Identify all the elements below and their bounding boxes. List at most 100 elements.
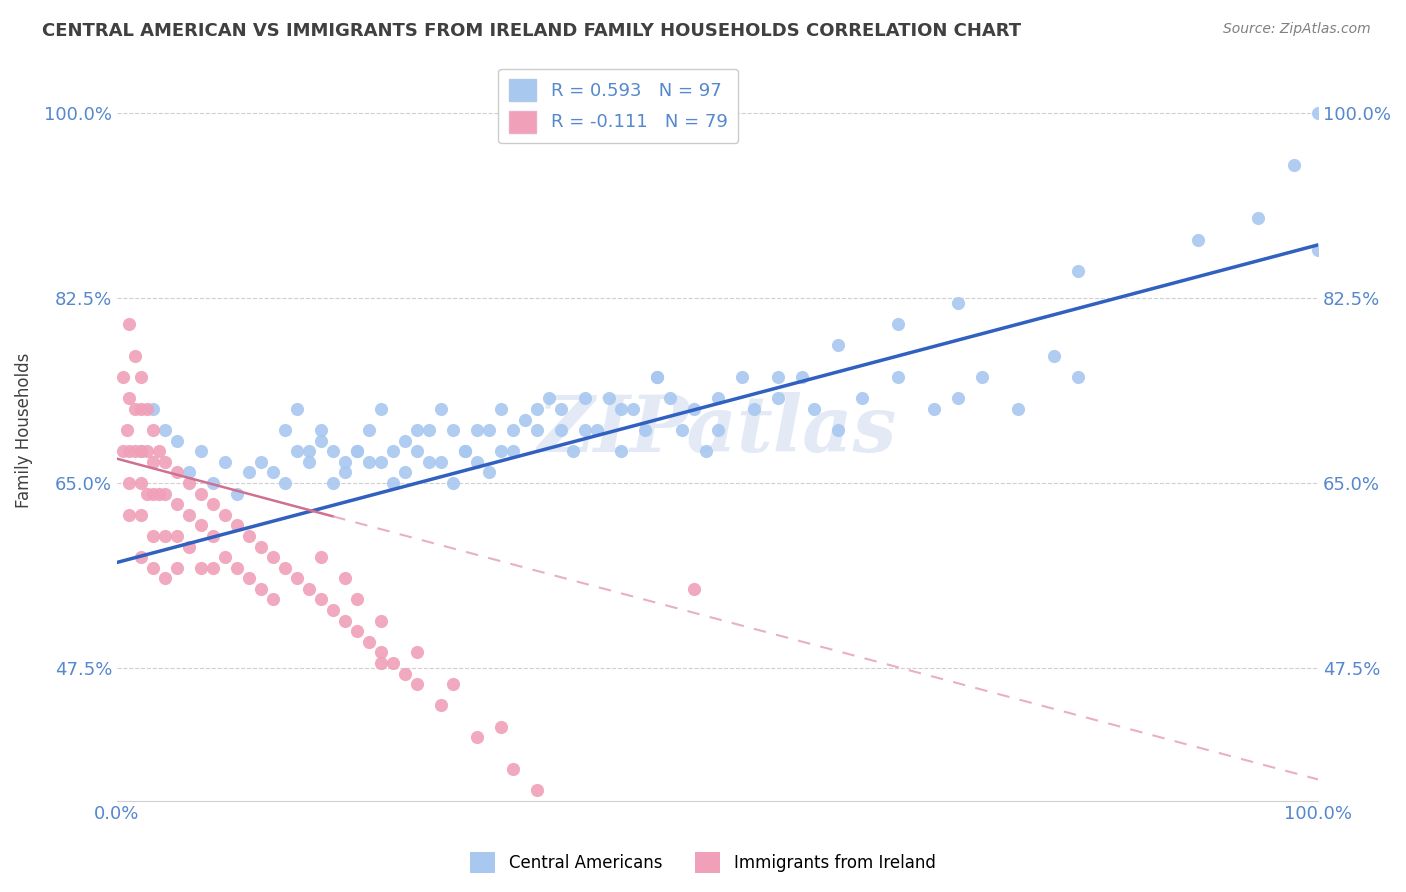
Point xyxy=(610,444,633,458)
Point xyxy=(382,476,405,491)
Point xyxy=(202,476,225,491)
Point xyxy=(441,476,464,491)
Point xyxy=(394,666,416,681)
Point xyxy=(706,423,728,437)
Text: Source: ZipAtlas.com: Source: ZipAtlas.com xyxy=(1223,22,1371,37)
Point xyxy=(298,455,321,469)
Point xyxy=(124,401,146,416)
Point xyxy=(142,401,165,416)
Point xyxy=(418,423,440,437)
Point xyxy=(274,423,297,437)
Point xyxy=(129,476,152,491)
Point xyxy=(406,677,429,691)
Point xyxy=(574,392,596,406)
Point xyxy=(454,444,477,458)
Point xyxy=(136,444,159,458)
Point xyxy=(682,401,704,416)
Point xyxy=(886,370,908,384)
Point xyxy=(153,423,176,437)
Point xyxy=(118,508,141,522)
Point xyxy=(190,518,212,533)
Text: ZIPatlas: ZIPatlas xyxy=(538,392,897,468)
Point xyxy=(465,423,488,437)
Point xyxy=(111,370,134,384)
Point xyxy=(647,370,669,384)
Point xyxy=(136,486,159,500)
Point xyxy=(634,423,657,437)
Point xyxy=(177,466,200,480)
Point xyxy=(262,550,284,565)
Point xyxy=(309,592,332,607)
Point xyxy=(250,582,273,596)
Point xyxy=(946,296,969,310)
Point xyxy=(370,645,392,659)
Point xyxy=(465,455,488,469)
Point xyxy=(478,423,501,437)
Point xyxy=(851,392,873,406)
Point xyxy=(166,560,188,574)
Point xyxy=(346,592,368,607)
Point xyxy=(441,677,464,691)
Point xyxy=(335,571,357,585)
Point xyxy=(946,392,969,406)
Point xyxy=(214,508,236,522)
Point xyxy=(238,529,260,543)
Point xyxy=(238,571,260,585)
Point xyxy=(129,444,152,458)
Point xyxy=(190,444,212,458)
Point xyxy=(153,529,176,543)
Point xyxy=(562,444,585,458)
Point xyxy=(298,444,321,458)
Point xyxy=(766,392,789,406)
Point xyxy=(274,560,297,574)
Point xyxy=(177,540,200,554)
Point xyxy=(250,540,273,554)
Point xyxy=(730,370,752,384)
Point xyxy=(148,486,170,500)
Point xyxy=(118,444,141,458)
Point xyxy=(250,455,273,469)
Point xyxy=(153,486,176,500)
Point xyxy=(129,550,152,565)
Point xyxy=(766,370,789,384)
Point xyxy=(382,656,405,670)
Text: CENTRAL AMERICAN VS IMMIGRANTS FROM IRELAND FAMILY HOUSEHOLDS CORRELATION CHART: CENTRAL AMERICAN VS IMMIGRANTS FROM IREL… xyxy=(42,22,1021,40)
Point xyxy=(129,401,152,416)
Point xyxy=(177,476,200,491)
Point xyxy=(970,370,993,384)
Point xyxy=(129,508,152,522)
Point xyxy=(142,486,165,500)
Point xyxy=(1067,370,1090,384)
Point xyxy=(658,392,681,406)
Point xyxy=(285,401,308,416)
Point xyxy=(502,423,524,437)
Point xyxy=(153,571,176,585)
Point xyxy=(623,401,645,416)
Point xyxy=(202,560,225,574)
Point xyxy=(538,392,561,406)
Point xyxy=(827,423,849,437)
Point xyxy=(118,476,141,491)
Point xyxy=(430,455,453,469)
Legend: R = 0.593   N = 97, R = -0.111   N = 79: R = 0.593 N = 97, R = -0.111 N = 79 xyxy=(498,69,738,144)
Point xyxy=(190,560,212,574)
Point xyxy=(309,423,332,437)
Point xyxy=(382,444,405,458)
Point xyxy=(202,497,225,511)
Point xyxy=(226,518,249,533)
Point xyxy=(370,614,392,628)
Point xyxy=(359,455,381,469)
Point xyxy=(129,370,152,384)
Y-axis label: Family Households: Family Households xyxy=(15,352,32,508)
Point xyxy=(1007,401,1029,416)
Point xyxy=(465,730,488,744)
Point xyxy=(598,392,620,406)
Point xyxy=(922,401,945,416)
Point xyxy=(1187,233,1209,247)
Point xyxy=(335,614,357,628)
Point xyxy=(274,476,297,491)
Point xyxy=(682,582,704,596)
Point xyxy=(491,719,513,733)
Point xyxy=(322,476,344,491)
Point xyxy=(430,698,453,713)
